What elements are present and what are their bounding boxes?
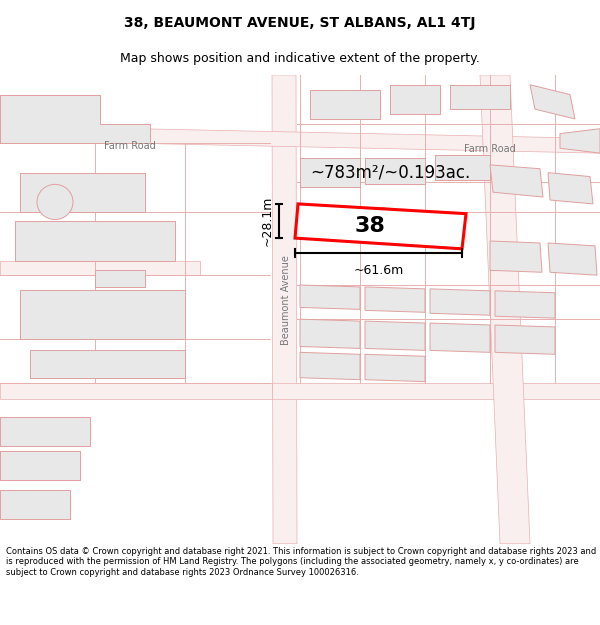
Text: Map shows position and indicative extent of the property.: Map shows position and indicative extent… (120, 52, 480, 65)
Polygon shape (495, 291, 555, 318)
Polygon shape (0, 94, 150, 143)
Polygon shape (0, 417, 90, 446)
Polygon shape (0, 261, 200, 275)
Polygon shape (272, 382, 600, 399)
Polygon shape (560, 129, 600, 153)
Text: ~28.1m: ~28.1m (261, 196, 274, 246)
Polygon shape (300, 158, 360, 188)
Polygon shape (20, 173, 145, 212)
Text: ~61.6m: ~61.6m (353, 264, 404, 278)
Polygon shape (295, 204, 466, 249)
Polygon shape (365, 354, 425, 382)
Polygon shape (20, 290, 185, 339)
Polygon shape (0, 126, 600, 153)
Text: 38: 38 (355, 216, 386, 236)
Text: Beaumont Avenue: Beaumont Avenue (281, 254, 291, 344)
Polygon shape (365, 287, 425, 312)
Polygon shape (15, 221, 175, 261)
Polygon shape (480, 75, 530, 544)
Text: Farm Road: Farm Road (464, 144, 516, 154)
Polygon shape (95, 270, 145, 287)
Polygon shape (300, 319, 360, 349)
Polygon shape (310, 89, 380, 119)
Polygon shape (365, 321, 425, 351)
Polygon shape (355, 207, 385, 226)
Text: Farm Road: Farm Road (104, 141, 156, 151)
Polygon shape (490, 165, 543, 197)
Polygon shape (0, 451, 80, 480)
Polygon shape (300, 352, 360, 379)
Polygon shape (0, 490, 70, 519)
Polygon shape (300, 285, 360, 309)
Polygon shape (548, 243, 597, 275)
Circle shape (37, 184, 73, 219)
Polygon shape (0, 382, 272, 399)
Polygon shape (450, 85, 510, 109)
Polygon shape (495, 325, 555, 354)
Polygon shape (548, 173, 593, 204)
Text: ~783m²/~0.193ac.: ~783m²/~0.193ac. (310, 164, 470, 182)
Text: Contains OS data © Crown copyright and database right 2021. This information is : Contains OS data © Crown copyright and d… (6, 547, 596, 577)
Polygon shape (300, 207, 354, 241)
Text: 38, BEAUMONT AVENUE, ST ALBANS, AL1 4TJ: 38, BEAUMONT AVENUE, ST ALBANS, AL1 4TJ (124, 16, 476, 31)
Polygon shape (430, 323, 490, 352)
Polygon shape (490, 241, 542, 272)
Polygon shape (390, 85, 440, 114)
Polygon shape (272, 75, 297, 544)
Polygon shape (435, 155, 490, 181)
Polygon shape (30, 351, 185, 378)
Polygon shape (365, 158, 425, 184)
Polygon shape (430, 289, 490, 315)
Polygon shape (530, 85, 575, 119)
